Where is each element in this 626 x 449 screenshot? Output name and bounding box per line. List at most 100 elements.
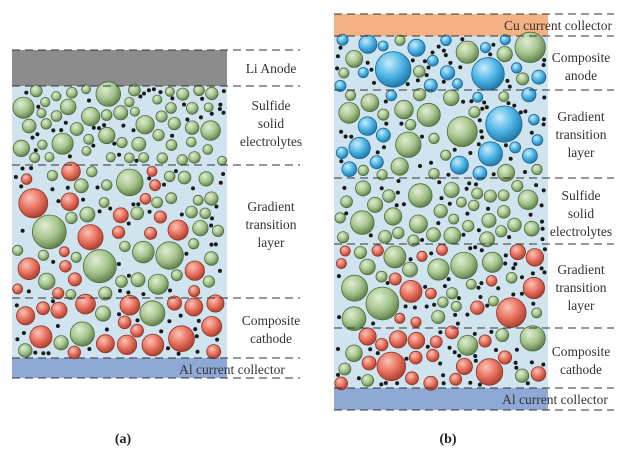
conductive-additive xyxy=(108,206,113,211)
conductive-additive xyxy=(338,45,343,50)
anode-particle xyxy=(369,155,384,170)
conductive-additive xyxy=(193,327,198,332)
conductive-additive xyxy=(30,135,35,140)
anode-particle xyxy=(423,78,438,93)
cathode-particle xyxy=(530,366,547,382)
conductive-additive xyxy=(503,143,508,148)
conductive-additive xyxy=(138,94,143,99)
sulfide-particle xyxy=(205,86,219,101)
label-sulfide-b-3: electrolytes xyxy=(550,224,612,239)
sulfide-particle xyxy=(12,244,24,256)
conductive-additive xyxy=(447,201,452,206)
conductive-additive xyxy=(541,117,546,122)
anode-particle xyxy=(510,62,523,74)
conductive-additive xyxy=(81,197,86,202)
conductive-additive xyxy=(384,121,389,126)
conductive-additive xyxy=(540,219,544,224)
cathode-particle xyxy=(206,294,225,313)
sulfide-particle xyxy=(29,152,41,164)
anode-particle xyxy=(522,147,538,164)
label-gradient-a-2: transition xyxy=(246,217,297,232)
cathode-particle xyxy=(426,348,440,363)
sulfide-particle xyxy=(395,131,422,158)
sulfide-particle xyxy=(338,102,361,124)
sulfide-particle xyxy=(170,269,183,282)
conductive-additive xyxy=(158,90,163,95)
sulfide-particle xyxy=(455,196,467,208)
anode-particle xyxy=(479,42,491,54)
cathode-particle xyxy=(16,306,36,326)
sulfide-particle xyxy=(345,344,363,363)
conductive-additive xyxy=(166,346,170,351)
conductive-additive xyxy=(221,110,226,115)
label-cathode-a-2: cathode xyxy=(250,331,292,346)
sulfide-particle xyxy=(450,300,462,312)
cathode-particle xyxy=(478,334,492,348)
anode-particle xyxy=(528,113,540,126)
conductive-additive xyxy=(339,159,344,164)
conductive-additive xyxy=(473,245,478,250)
cathode-particle xyxy=(61,161,81,182)
sulfide-particle xyxy=(40,97,51,108)
sulfide-particle xyxy=(139,300,166,327)
conductive-additive xyxy=(479,248,484,253)
conductive-additive xyxy=(396,179,401,183)
layer-dividers-a xyxy=(12,49,300,379)
sulfide-particle xyxy=(471,187,484,200)
conductive-additive xyxy=(344,211,349,216)
cathode-particle xyxy=(375,337,389,352)
cathode-particle xyxy=(96,334,115,354)
cathode-particle xyxy=(455,357,473,375)
sulfide-particle xyxy=(131,136,147,152)
conductive-additive xyxy=(420,238,425,242)
conductive-additive xyxy=(336,347,340,351)
sulfide-particle xyxy=(200,120,221,141)
conductive-additive xyxy=(438,330,443,335)
conductive-additive xyxy=(159,329,164,334)
cathode-particle xyxy=(475,358,504,386)
sulfide-particle xyxy=(338,67,350,79)
conductive-additive xyxy=(441,373,446,378)
sulfide-particle xyxy=(12,96,35,119)
sulfide-particle xyxy=(51,91,62,102)
sulfide-particle xyxy=(66,87,78,99)
conductive-additive xyxy=(116,262,121,266)
sulfide-particle xyxy=(192,220,209,237)
cathode-particle xyxy=(425,287,437,300)
conductive-additive xyxy=(423,284,428,289)
cathode-particle xyxy=(112,207,129,224)
sulfide-particle xyxy=(116,137,128,149)
anode-particle xyxy=(375,51,412,88)
sulfide-particle xyxy=(155,241,184,270)
conductive-additive xyxy=(131,202,136,207)
sulfide-particle xyxy=(177,170,192,185)
cathode-particle xyxy=(75,293,96,315)
conductive-additive xyxy=(36,104,41,109)
conductive-additive xyxy=(167,319,172,324)
cathode-particle xyxy=(167,219,189,241)
cathode-particle xyxy=(112,225,126,239)
cathode-particle xyxy=(485,275,498,287)
conductive-additive xyxy=(480,106,485,111)
sulfide-particle xyxy=(152,94,163,105)
cathode-particle xyxy=(436,243,448,256)
conductive-additive xyxy=(59,128,64,133)
sulfide-particle xyxy=(69,122,84,136)
label-cu-collector: Cu current collector xyxy=(504,18,612,33)
sulfide-particle xyxy=(18,343,33,358)
sulfide-particle xyxy=(450,251,478,280)
conductive-additive xyxy=(15,337,20,342)
sulfide-particle xyxy=(44,152,55,163)
conductive-additive xyxy=(33,148,38,153)
conductive-additive xyxy=(394,203,399,208)
sulfide-particle xyxy=(365,286,400,321)
sulfide-particle xyxy=(202,275,215,288)
conductive-additive xyxy=(126,273,131,278)
sulfide-particle xyxy=(376,169,388,181)
sulfide-particle xyxy=(176,87,190,101)
conductive-additive xyxy=(447,345,452,350)
sulfide-particle xyxy=(367,196,384,213)
sulfide-particle xyxy=(516,72,530,86)
conductive-additive xyxy=(512,103,517,108)
sulfide-particle xyxy=(345,50,364,68)
